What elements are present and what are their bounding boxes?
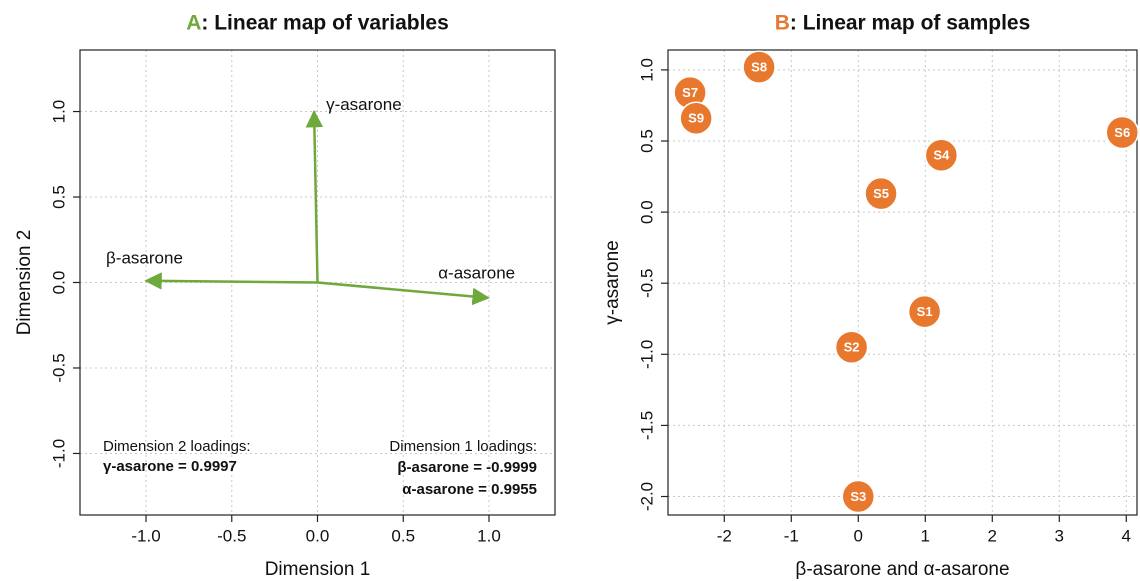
x-tick-label: 0: [854, 526, 863, 545]
loading-arrow: [144, 272, 318, 290]
sample-point: [924, 138, 959, 172]
x-tick-label: -2: [717, 526, 732, 545]
chart-title: : Linear map of variables: [201, 12, 448, 35]
plot-frame: [667, 49, 1138, 516]
annotation: α-asarone = 0.9955: [402, 481, 537, 498]
x-tick-label: -0.5: [217, 526, 246, 545]
y-axis-label: γ-asarone: [602, 240, 623, 325]
annotation: Dimension 2 loadings:: [103, 438, 251, 455]
y-tick-label: -1.0: [637, 340, 656, 369]
y-tick-label: 0.5: [637, 129, 656, 153]
sample-point: [1105, 115, 1140, 150]
annotation: Dimension 1 loadings:: [389, 438, 537, 455]
panel-letter: B: [775, 12, 790, 35]
x-axis-label: β-asarone and α-asarone: [795, 559, 1009, 580]
y-tick-label: 0.0: [49, 271, 68, 295]
y-tick-label: 1.0: [637, 58, 656, 82]
point-label: S5: [873, 186, 889, 201]
y-axis-label: Dimension 2: [14, 230, 35, 336]
point-label: S8: [751, 60, 767, 75]
arrow-label: β-asarone: [106, 248, 183, 267]
x-tick-label: -1: [784, 526, 799, 545]
y-tick-label: -2.0: [637, 482, 656, 511]
sample-point: [679, 101, 713, 136]
x-tick-label: 1: [921, 526, 930, 545]
x-tick-label: 4: [1122, 526, 1131, 545]
sample-point: [864, 176, 898, 211]
sample-point: [907, 294, 942, 329]
x-axis-label: Dimension 1: [265, 559, 371, 580]
y-tick-label: 1.0: [49, 100, 68, 124]
point-label: S9: [688, 111, 704, 126]
annotation: β-asarone = -0.9999: [397, 459, 537, 476]
point-label: S2: [844, 340, 860, 355]
x-tick-label: 0.5: [391, 526, 415, 545]
y-tick-label: 0.0: [637, 200, 656, 224]
loading-arrow: [305, 109, 324, 283]
sample-point: [834, 330, 869, 364]
x-tick-label: 0.0: [306, 526, 330, 545]
annotation: γ-asarone = 0.9997: [103, 458, 237, 475]
y-tick-label: 0.5: [49, 185, 68, 209]
x-tick-label: 1.0: [477, 526, 501, 545]
x-tick-label: -1.0: [131, 526, 160, 545]
arrow-label: γ-asarone: [326, 95, 402, 114]
x-tick-label: 2: [988, 526, 997, 545]
x-tick-label: 3: [1055, 526, 1064, 545]
sample-point: [742, 50, 776, 84]
arrow-label: α-asarone: [438, 263, 515, 282]
point-label: S3: [850, 489, 866, 504]
chart-title: : Linear map of samples: [790, 12, 1030, 35]
loading-arrow: [317, 281, 490, 306]
y-tick-label: -0.5: [49, 353, 68, 382]
sample-point: [841, 479, 876, 514]
point-label: S6: [1114, 125, 1130, 140]
y-tick-label: -1.0: [49, 439, 68, 468]
point-label: S7: [682, 85, 698, 100]
point-label: S1: [917, 304, 933, 319]
panel-letter: A: [186, 12, 201, 35]
plot-frame: [79, 49, 556, 516]
y-tick-label: -0.5: [637, 269, 656, 298]
point-label: S4: [933, 148, 950, 163]
y-tick-label: -1.5: [637, 411, 656, 440]
